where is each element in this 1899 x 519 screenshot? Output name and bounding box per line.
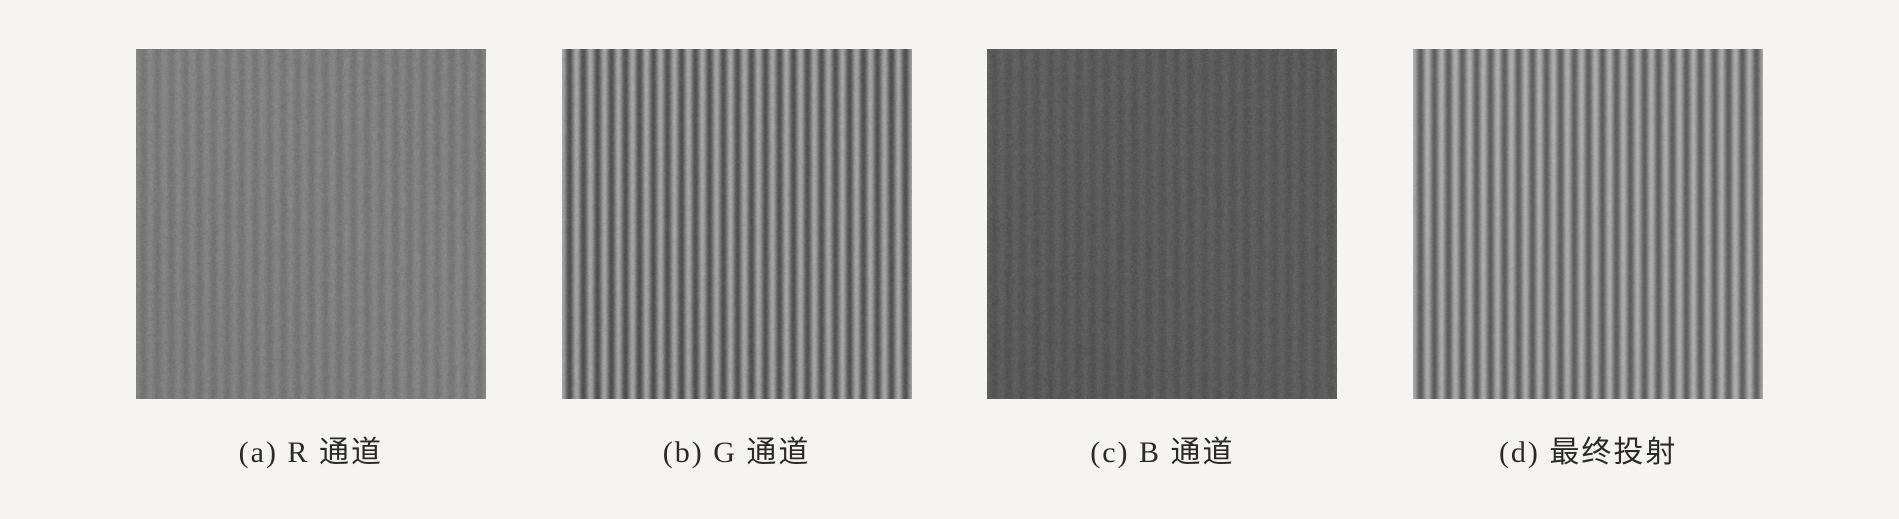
panel-final: (d) 最终投射 — [1413, 49, 1763, 471]
caption-r: (a) R 通道 — [239, 427, 383, 471]
stripe-canvas-g — [562, 49, 912, 399]
stripe-image-b — [987, 49, 1337, 399]
panel-g: (b) G 通道 — [562, 49, 912, 471]
panel-b: (c) B 通道 — [987, 49, 1337, 471]
caption-final: (d) 最终投射 — [1499, 427, 1677, 471]
stripe-canvas-final — [1413, 49, 1763, 399]
caption-g: (b) G 通道 — [663, 427, 811, 471]
stripe-image-final — [1413, 49, 1763, 399]
stripe-canvas-b — [987, 49, 1337, 399]
panel-r: (a) R 通道 — [136, 49, 486, 471]
stripe-canvas-r — [136, 49, 486, 399]
stripe-image-g — [562, 49, 912, 399]
caption-b: (c) B 通道 — [1090, 427, 1234, 471]
figure-container: (a) R 通道 (b) G 通道 (c) B 通道 (d) 最终投射 — [0, 9, 1899, 511]
stripe-image-r — [136, 49, 486, 399]
